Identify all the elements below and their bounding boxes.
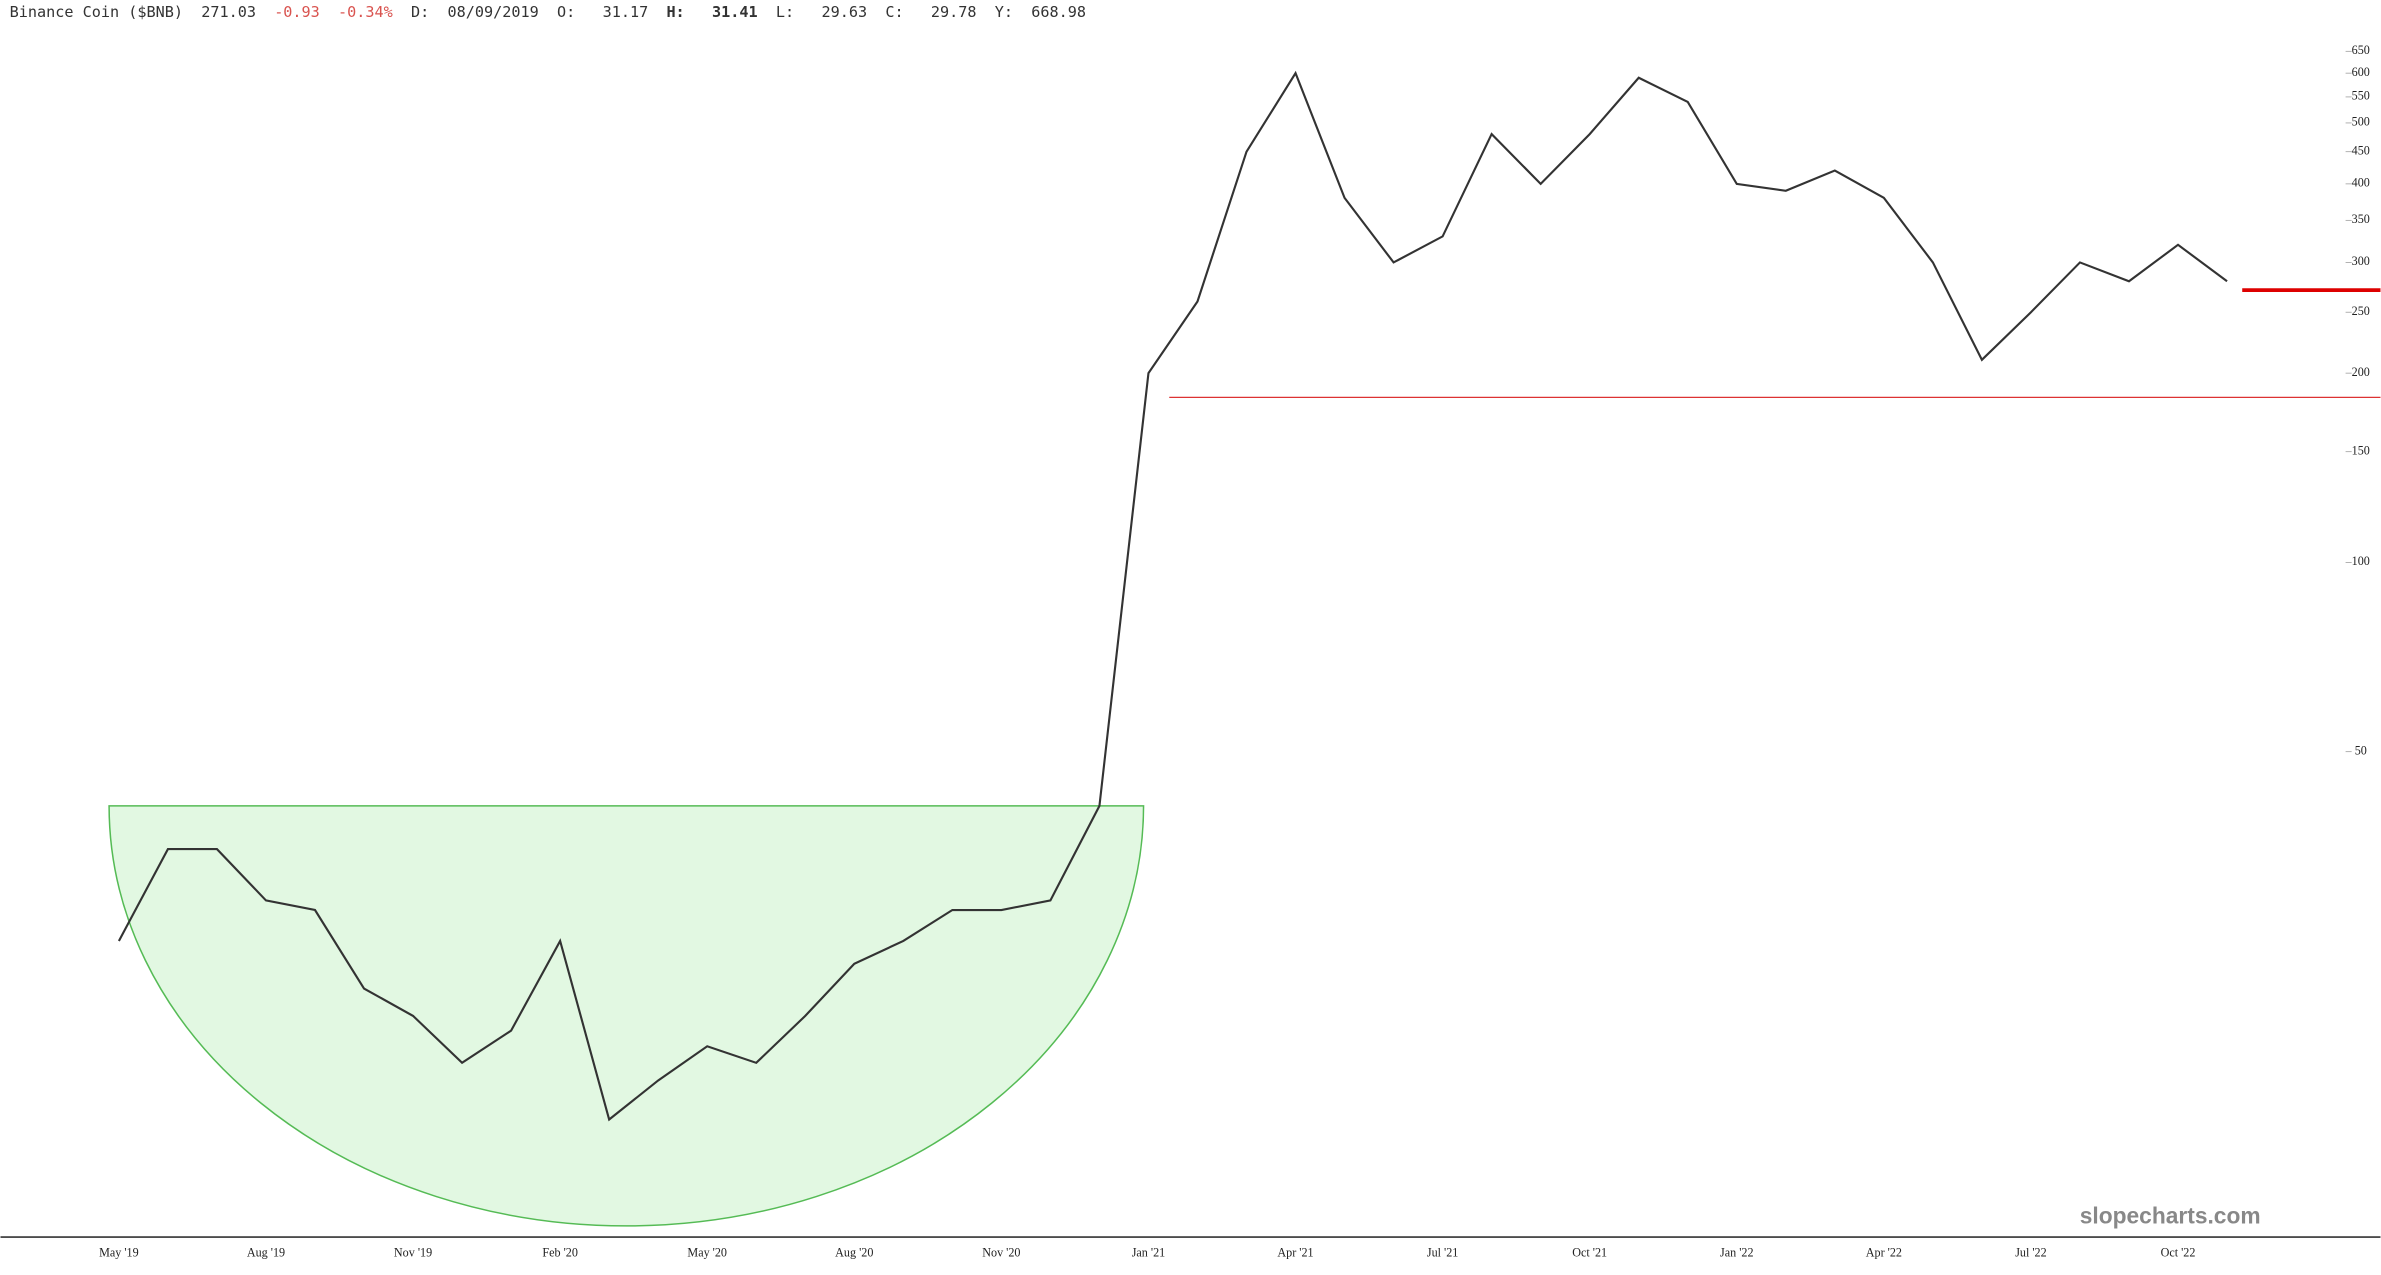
label: D: bbox=[411, 3, 429, 21]
label: O: bbox=[557, 3, 575, 21]
label: Y: bbox=[995, 3, 1013, 21]
x-tick-label: Aug '19 bbox=[247, 1246, 285, 1260]
x-tick-label: Jan '22 bbox=[1720, 1246, 1754, 1260]
x-tick-label: Oct '22 bbox=[2161, 1246, 2196, 1260]
x-tick-label: Oct '21 bbox=[1572, 1246, 1607, 1260]
y-tick-label: 650 bbox=[2352, 43, 2370, 57]
header: Binance Coin ($BNB) 271.03 -0.93 -0.34% … bbox=[10, 3, 1086, 21]
x-tick-label: Nov '19 bbox=[394, 1246, 432, 1260]
x-tick-label: Feb '20 bbox=[542, 1246, 578, 1260]
x-tick-label: Apr '21 bbox=[1277, 1246, 1313, 1260]
low: 29.63 bbox=[821, 3, 867, 21]
open: 31.17 bbox=[603, 3, 649, 21]
y-tick-label: 100 bbox=[2352, 554, 2370, 568]
y-tick-label: 500 bbox=[2352, 115, 2370, 129]
x-tick-label: Nov '20 bbox=[982, 1246, 1020, 1260]
high: 31.41 bbox=[712, 3, 758, 21]
watermark: slopecharts.com bbox=[2080, 1202, 2261, 1228]
y-tick-label: 150 bbox=[2352, 443, 2370, 457]
y-tick-label: 600 bbox=[2352, 65, 2370, 79]
x-tick-label: Jul '21 bbox=[1427, 1246, 1458, 1260]
x-tick-label: Jan '21 bbox=[1132, 1246, 1166, 1260]
date: 08/09/2019 bbox=[448, 3, 539, 21]
y-tick-label: 550 bbox=[2352, 89, 2370, 103]
label: C: bbox=[885, 3, 903, 21]
y-value: 668.98 bbox=[1031, 3, 1086, 21]
x-tick-label: May '20 bbox=[687, 1246, 727, 1260]
y-tick-label: 200 bbox=[2352, 365, 2370, 379]
y-tick-label: 300 bbox=[2352, 254, 2370, 268]
y-tick-label: 50 bbox=[2355, 743, 2367, 757]
y-tick-label: 250 bbox=[2352, 304, 2370, 318]
label: H: bbox=[666, 3, 684, 21]
close: 29.78 bbox=[931, 3, 977, 21]
change-pct: -0.34% bbox=[338, 3, 393, 21]
change: -0.93 bbox=[274, 3, 320, 21]
y-tick-label: 450 bbox=[2352, 143, 2370, 157]
cup-shape bbox=[108, 805, 1145, 1227]
x-tick-label: Aug '20 bbox=[835, 1246, 873, 1260]
price-line bbox=[117, 70, 2228, 1122]
x-tick-label: May '19 bbox=[99, 1246, 139, 1260]
y-tick-label: 350 bbox=[2352, 212, 2370, 226]
last: 271.03 bbox=[201, 3, 256, 21]
y-tick-label: 400 bbox=[2352, 176, 2370, 190]
label: L: bbox=[776, 3, 794, 21]
x-tick-label: Jul '22 bbox=[2015, 1246, 2047, 1260]
ticker: Binance Coin ($BNB) bbox=[10, 3, 183, 21]
x-tick-label: Apr '22 bbox=[1866, 1246, 1902, 1260]
